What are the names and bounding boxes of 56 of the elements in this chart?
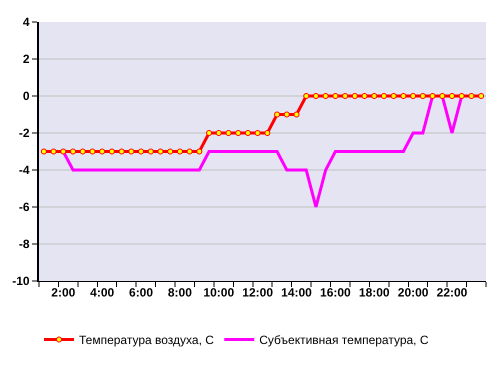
y-tick-label: -2 <box>18 126 30 140</box>
legend-label: Субъективная температура, С <box>259 333 429 348</box>
point <box>342 93 348 99</box>
x-tick-label: 8:00 <box>168 285 192 300</box>
point <box>264 130 270 136</box>
point <box>50 148 57 154</box>
point <box>478 93 484 99</box>
x-tick-label: 10:00 <box>203 285 234 300</box>
point <box>303 93 310 99</box>
y-tick-label: -10 <box>12 274 30 288</box>
y-tick-label: -8 <box>18 237 30 252</box>
point <box>80 148 86 154</box>
point <box>352 93 358 99</box>
point <box>128 148 134 154</box>
x-tick-label: 22:00 <box>436 285 468 300</box>
point <box>167 148 174 154</box>
point <box>410 93 416 99</box>
point <box>216 130 222 136</box>
point <box>420 93 426 99</box>
point <box>60 148 66 154</box>
y-tick-label: 0 <box>22 89 30 104</box>
point <box>322 93 329 99</box>
point <box>458 93 465 99</box>
point <box>284 112 290 118</box>
point <box>332 93 338 99</box>
point <box>244 130 251 136</box>
y-tick-label: 2 <box>22 52 30 66</box>
point <box>186 148 193 154</box>
x-tick-label: 12:00 <box>242 285 274 300</box>
x-tick-label: 16:00 <box>320 285 352 300</box>
point <box>439 93 446 99</box>
point <box>294 112 300 118</box>
point <box>400 93 406 99</box>
point <box>148 148 154 154</box>
x-tick-label: 18:00 <box>358 285 390 300</box>
point <box>390 93 397 99</box>
point <box>468 93 474 99</box>
point <box>274 112 280 118</box>
x-tick-label: 14:00 <box>281 285 312 300</box>
x-tick-label: 2:00 <box>51 285 76 300</box>
point <box>40 148 47 154</box>
point <box>196 148 202 154</box>
legend-label: Температура воздуха, С <box>79 333 214 348</box>
point <box>235 130 242 136</box>
y-tick-label: -6 <box>18 200 30 214</box>
point <box>176 148 183 154</box>
point <box>108 148 115 154</box>
x-tick-label: 6:00 <box>129 285 154 300</box>
x-tick-label: 20:00 <box>398 285 429 300</box>
y-tick-label: -4 <box>18 163 30 178</box>
point <box>254 130 261 136</box>
point <box>371 93 378 99</box>
x-tick-label: 4:00 <box>90 285 114 300</box>
point <box>99 148 106 154</box>
y-tick-label: 4 <box>22 15 30 30</box>
point <box>118 148 125 154</box>
